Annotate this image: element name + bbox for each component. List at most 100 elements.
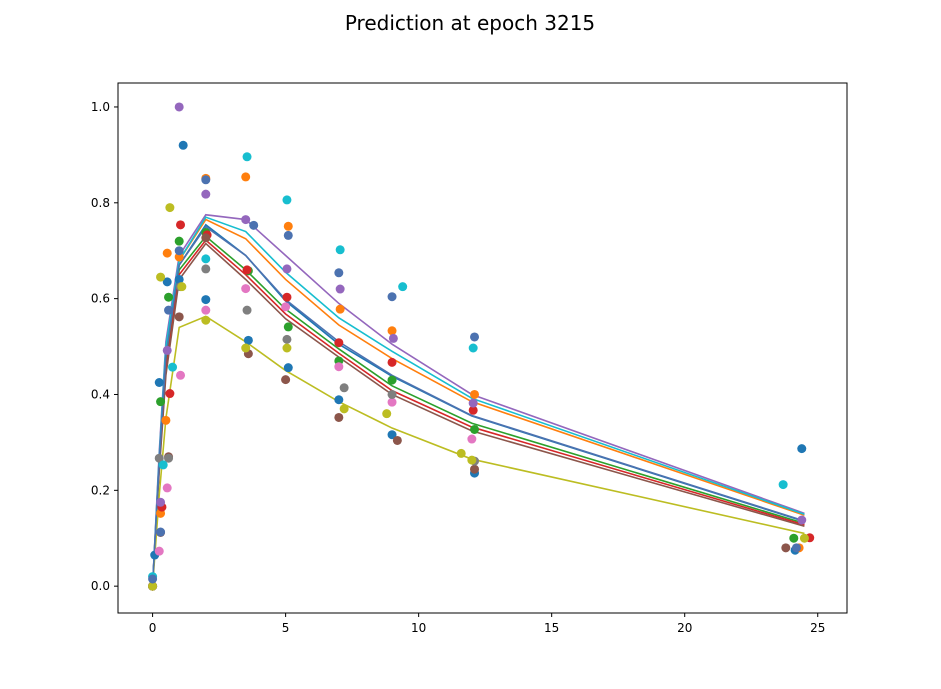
data-point	[382, 409, 392, 419]
data-point	[174, 236, 184, 246]
data-point	[156, 497, 166, 507]
data-point	[201, 175, 211, 185]
data-point	[791, 543, 801, 553]
data-point	[334, 268, 344, 278]
data-point	[456, 448, 466, 458]
data-point	[339, 383, 349, 393]
data-point	[242, 152, 252, 162]
data-point	[174, 246, 184, 256]
data-point	[799, 533, 809, 543]
data-point	[249, 220, 259, 230]
data-point	[334, 362, 344, 372]
data-point	[243, 335, 253, 345]
data-point	[387, 292, 397, 302]
data-point	[281, 302, 291, 312]
series-line-9	[151, 225, 805, 587]
y-tick-label: 0.8	[91, 196, 110, 210]
data-point	[242, 305, 252, 315]
data-point	[392, 435, 402, 445]
data-point	[154, 453, 164, 463]
data-point	[148, 581, 158, 591]
data-point	[334, 395, 344, 405]
data-point	[158, 460, 168, 470]
data-point	[398, 282, 408, 292]
data-point	[201, 295, 211, 305]
data-point	[242, 265, 252, 275]
data-point	[174, 274, 184, 284]
data-point	[161, 415, 171, 425]
data-point	[164, 305, 174, 315]
series-points	[148, 102, 815, 591]
data-point	[335, 284, 345, 294]
plot-area	[118, 83, 847, 613]
data-point	[282, 334, 292, 344]
x-tick-label: 15	[544, 621, 559, 635]
data-point	[281, 375, 291, 385]
data-point	[164, 292, 174, 302]
data-point	[283, 322, 293, 332]
data-point	[334, 338, 344, 348]
series-line-6	[151, 242, 805, 587]
data-point	[154, 546, 164, 556]
data-point	[174, 312, 184, 322]
y-tick-label: 0.4	[91, 387, 110, 401]
data-point	[201, 315, 211, 325]
axes-frame	[117, 82, 848, 614]
data-point	[387, 397, 397, 407]
data-point	[162, 248, 172, 258]
data-point	[282, 343, 292, 353]
data-point	[335, 304, 345, 314]
data-point	[339, 404, 349, 414]
data-point	[241, 172, 251, 182]
data-point	[201, 189, 211, 199]
data-point	[174, 252, 184, 262]
data-point	[468, 398, 478, 408]
data-point	[282, 264, 292, 274]
data-point	[162, 483, 172, 493]
data-point	[168, 362, 178, 372]
data-point	[467, 434, 477, 444]
y-tick-label: 0.0	[91, 579, 110, 593]
data-point	[156, 272, 166, 282]
data-point	[156, 527, 166, 537]
x-tick-label: 20	[677, 621, 692, 635]
data-point	[241, 284, 251, 294]
x-axis: 0 5 10 15 20 25	[149, 613, 825, 635]
x-tick-label: 5	[282, 621, 290, 635]
data-point	[470, 464, 480, 474]
data-point	[467, 455, 477, 465]
data-point	[470, 389, 480, 399]
y-tick-label: 1.0	[91, 100, 110, 114]
data-point	[176, 370, 186, 380]
data-point	[468, 405, 478, 415]
y-tick-label: 0.2	[91, 483, 110, 497]
data-point	[335, 245, 345, 255]
data-point	[162, 345, 172, 355]
data-point	[156, 397, 166, 407]
data-point	[797, 444, 807, 454]
data-point	[334, 412, 344, 422]
data-point	[283, 363, 293, 373]
data-point	[282, 195, 292, 205]
data-point	[201, 264, 211, 274]
data-point	[148, 574, 158, 584]
data-point	[241, 343, 251, 353]
data-point	[388, 333, 398, 343]
x-tick-label: 10	[411, 621, 426, 635]
data-point	[174, 102, 184, 112]
data-point	[387, 375, 397, 385]
data-point	[387, 430, 397, 440]
data-point	[176, 220, 186, 230]
x-tick-label: 0	[149, 621, 157, 635]
data-point	[165, 203, 175, 213]
data-point	[201, 305, 211, 315]
data-point	[241, 215, 251, 225]
chart-title: Prediction at epoch 3215	[345, 11, 595, 35]
y-axis: 0.0 0.2 0.4 0.6 0.8 1.0	[91, 100, 118, 593]
data-point	[468, 343, 478, 353]
data-point	[164, 453, 174, 463]
data-point	[781, 543, 791, 553]
data-point	[283, 221, 293, 231]
data-point	[387, 357, 397, 367]
